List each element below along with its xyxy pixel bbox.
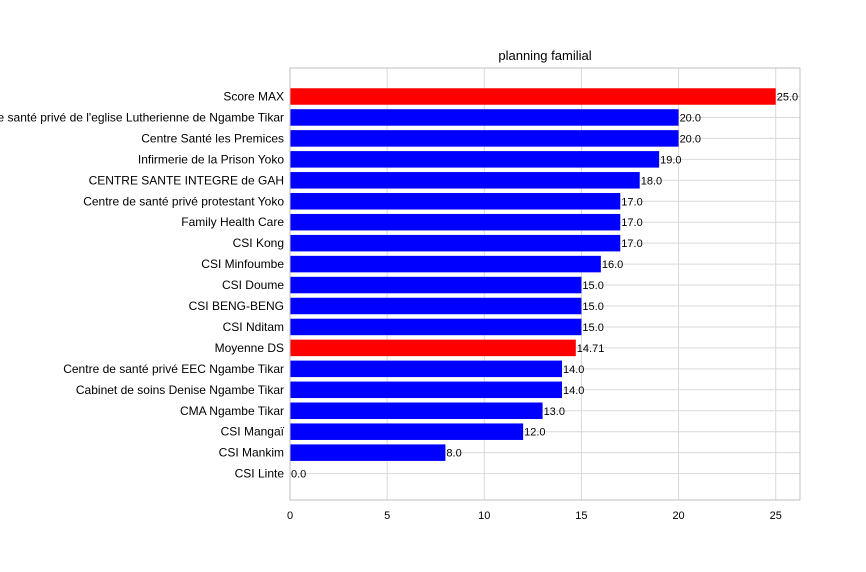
x-tick-label: 20 [672, 510, 684, 522]
category-label: CSI BENG-BENG [189, 299, 284, 313]
bar [290, 172, 640, 189]
data-label: 20.0 [680, 133, 701, 145]
category-label: Centre de santé privé EEC Ngambe Tikar [63, 362, 284, 376]
data-label: 14.71 [577, 343, 605, 355]
bar [290, 276, 582, 294]
bar [290, 255, 601, 273]
category-label: CSI Nditam [223, 320, 284, 334]
category-label: Centre Santé les Premices [141, 131, 284, 145]
bar [290, 130, 679, 147]
category-label: Centre de santé privé de l'eglise Luther… [0, 110, 284, 124]
category-label: CSI Mangaï [221, 425, 285, 439]
data-label: 12.0 [524, 427, 545, 439]
x-tick-label: 15 [575, 510, 587, 522]
x-tick-label: 5 [384, 510, 390, 522]
data-label: 8.0 [446, 448, 461, 460]
data-label: 15.0 [582, 301, 603, 313]
bar [290, 109, 679, 126]
category-label: CSI Mankim [219, 446, 284, 460]
bar [290, 360, 562, 378]
plot-frame [289, 67, 801, 501]
bar [290, 193, 621, 210]
bar [290, 402, 543, 419]
data-label: 17.0 [621, 238, 642, 250]
data-label: 13.0 [544, 406, 565, 418]
x-tick-label: 10 [478, 510, 490, 522]
data-label: 20.0 [680, 112, 701, 124]
data-label: 15.0 [582, 322, 603, 334]
bars-layer [290, 88, 776, 461]
category-label: Cabinet de soins Denise Ngambe Tikar [76, 383, 284, 397]
bar [290, 151, 660, 168]
bar [290, 318, 582, 336]
category-label: CSI Minfoumbe [201, 257, 284, 271]
bar [290, 213, 621, 231]
data-label: 0.0 [291, 469, 306, 481]
category-label: Score MAX [223, 90, 284, 104]
data-label: 18.0 [641, 175, 662, 187]
data-label: 25.0 [777, 92, 798, 104]
category-label: Family Health Care [181, 215, 284, 229]
category-label: Moyenne DS [215, 341, 284, 355]
data-label: 19.0 [660, 154, 681, 166]
data-label: 14.0 [563, 385, 584, 397]
category-label: Infirmerie de la Prison Yoko [138, 152, 284, 166]
data-label: 16.0 [602, 259, 623, 271]
category-label: CMA Ngambe Tikar [180, 404, 284, 418]
bar [290, 444, 446, 461]
category-label: Centre de santé privé protestant Yoko [83, 194, 284, 208]
axis-layer: 0 5 10 15 20 25 [287, 67, 801, 522]
labels-layer: Score MAX 25.0 Centre de santé privé de l'… [0, 90, 798, 481]
data-label: 17.0 [621, 196, 642, 208]
bar [290, 423, 524, 440]
bar [290, 234, 621, 252]
category-label: CSI Kong [233, 236, 284, 250]
bar [290, 339, 576, 357]
data-label: 15.0 [582, 280, 603, 292]
category-label: CENTRE SANTE INTEGRE de GAH [89, 173, 284, 187]
bar [290, 297, 582, 315]
data-label: 17.0 [621, 217, 642, 229]
x-tick-label: 0 [287, 510, 293, 522]
chart-title: planning familial [498, 48, 591, 63]
bar [290, 88, 776, 105]
data-label: 14.0 [563, 364, 584, 376]
category-label: CSI Linte [235, 467, 285, 481]
bar [290, 381, 562, 399]
category-label: CSI Doume [222, 278, 284, 292]
x-tick-label: 25 [770, 510, 782, 522]
